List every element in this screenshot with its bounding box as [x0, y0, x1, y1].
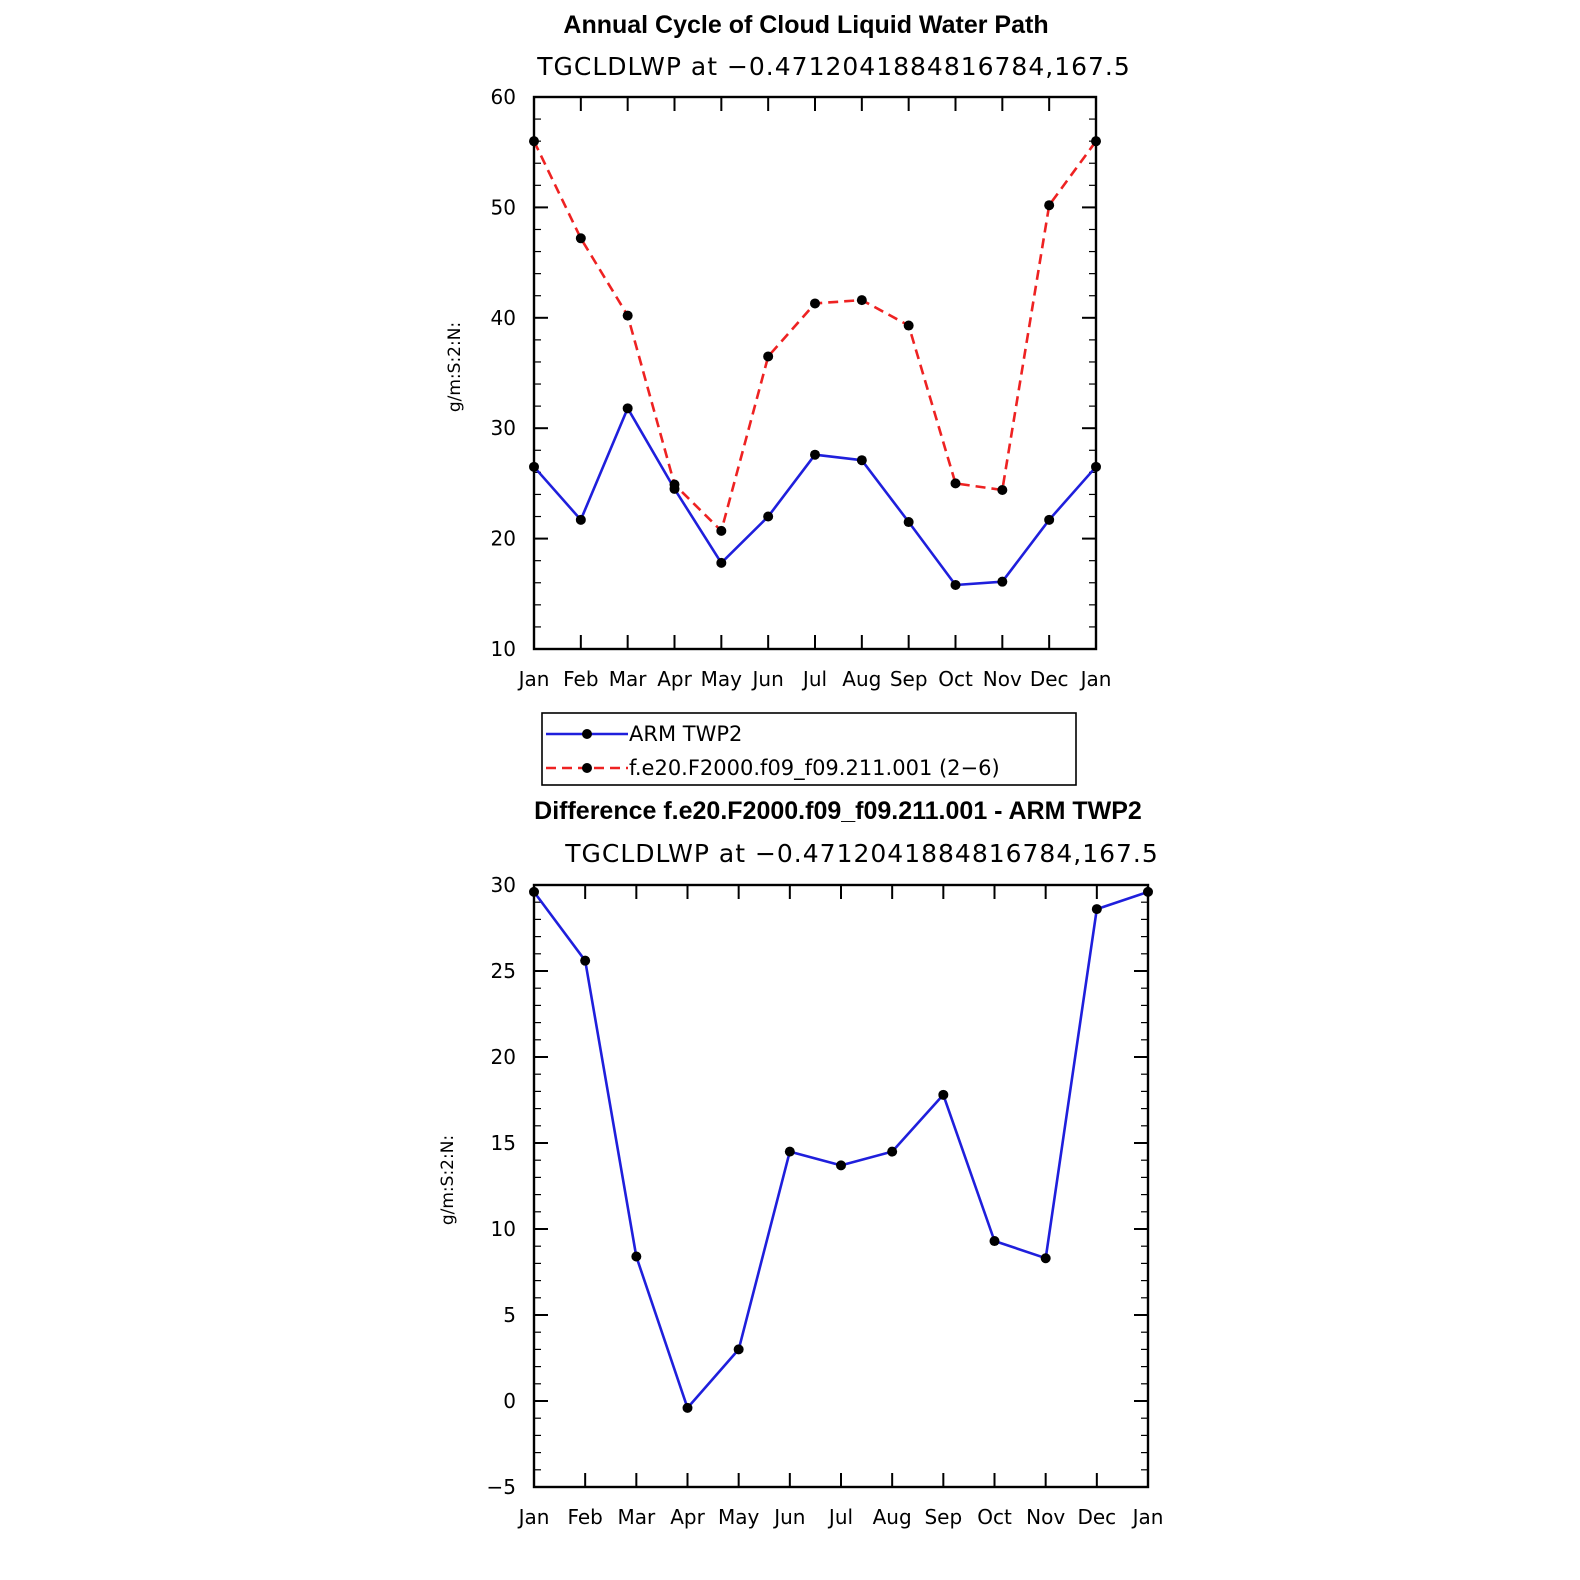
x-tick-label: Feb [567, 1505, 602, 1529]
data-point [836, 1160, 846, 1171]
data-point [682, 1402, 693, 1413]
data-point [763, 351, 774, 362]
legend-label-arm: ARM TWP2 [629, 722, 742, 746]
data-point [733, 1344, 744, 1355]
data-point [1091, 904, 1102, 915]
legend-marker-arm [582, 729, 592, 739]
x-tick-label: Dec [1030, 667, 1069, 691]
data-point [716, 525, 727, 536]
data-point [1044, 514, 1055, 525]
y-tick-label: 30 [491, 873, 516, 897]
y-tick-label: 25 [491, 959, 516, 983]
data-point [622, 403, 633, 414]
chart-title: Difference f.e20.F2000.f09_f09.211.001 -… [534, 797, 1142, 825]
legend-label-model: f.e20.F2000.f09_f09.211.001 (2−6) [629, 756, 1000, 781]
data-point [1044, 200, 1055, 211]
data-point [950, 478, 961, 489]
y-tick-label: −5 [487, 1475, 516, 1499]
data-point [997, 576, 1008, 587]
x-tick-label: Jan [1079, 667, 1112, 691]
data-point [997, 485, 1008, 496]
x-tick-label: Aug [842, 667, 881, 691]
x-tick-label: Nov [1026, 1505, 1065, 1529]
y-tick-label: 20 [491, 527, 516, 551]
data-point [938, 1089, 949, 1100]
plot-frame [532, 883, 1150, 1489]
y-tick-label: 0 [503, 1389, 516, 1413]
plot-frame [532, 95, 1098, 651]
x-tick-label: Mar [609, 667, 648, 691]
series-line [532, 890, 1149, 1410]
annual-cycle-chart: Annual Cycle of Cloud Liquid Water Path … [445, 11, 1131, 786]
x-tick-label: Apr [670, 1505, 705, 1529]
y-tick-label: 15 [491, 1131, 516, 1155]
data-point [810, 449, 820, 460]
x-tick-label: Aug [873, 1505, 912, 1529]
data-point [810, 298, 820, 309]
data-point [856, 455, 867, 466]
series-line [532, 140, 1098, 533]
x-tick-label: Feb [563, 667, 598, 691]
data-point [887, 1146, 898, 1157]
x-tick-label: Jul [827, 1505, 853, 1529]
data-point [856, 295, 867, 306]
data-point [669, 479, 680, 490]
y-tick-label: 10 [491, 637, 516, 661]
data-point [575, 514, 586, 525]
data-point [716, 557, 727, 568]
y-tick-label: 10 [491, 1217, 516, 1241]
data-point [580, 955, 591, 966]
chart-subtitle: TGCLDLWP at −0.4712041884816784,167.5 [564, 839, 1159, 868]
x-tick-label: Sep [924, 1505, 962, 1529]
x-tick-label: Mar [617, 1505, 656, 1529]
y-tick-label: 60 [491, 85, 516, 109]
difference-chart: Difference f.e20.F2000.f09_f09.211.001 -… [438, 797, 1163, 1529]
y-tick-label: 20 [491, 1045, 516, 1069]
data-point [784, 1146, 795, 1157]
y-axis-label: g/m:S:2:N: [445, 322, 465, 412]
x-tick-label: May [701, 667, 743, 691]
x-tick-label: May [718, 1505, 760, 1529]
chart-title: Annual Cycle of Cloud Liquid Water Path [563, 11, 1048, 39]
data-point [903, 320, 914, 331]
x-tick-label: Apr [657, 667, 692, 691]
data-point [622, 310, 633, 321]
legend-marker-model [582, 763, 592, 773]
legend-box [541, 712, 1077, 786]
chart-subtitle: TGCLDLWP at −0.4712041884816784,167.5 [536, 52, 1131, 81]
x-tick-label: Dec [1077, 1505, 1116, 1529]
data-point [989, 1236, 1000, 1247]
y-tick-label: 5 [503, 1303, 516, 1327]
y-tick-label: 40 [491, 306, 516, 330]
x-tick-label: Sep [890, 667, 928, 691]
y-tick-label: 30 [491, 416, 516, 440]
y-tick-label: 50 [491, 195, 516, 219]
x-tick-label: Jan [517, 667, 550, 691]
x-tick-label: Oct [938, 667, 973, 691]
x-tick-label: Jun [772, 1505, 805, 1529]
x-tick-label: Jun [751, 667, 784, 691]
data-point [763, 511, 774, 522]
x-tick-label: Jul [801, 667, 827, 691]
data-point [903, 517, 914, 528]
data-point [575, 233, 586, 244]
data-point [950, 579, 961, 590]
data-point [631, 1251, 642, 1262]
x-tick-label: Nov [983, 667, 1022, 691]
legend: ARM TWP2 f.e20.F2000.f09_f09.211.001 (2−… [541, 712, 1077, 786]
y-axis-label: g/m:S:2:N: [438, 1135, 458, 1225]
data-point [1040, 1253, 1051, 1264]
x-tick-label: Jan [1131, 1505, 1164, 1529]
x-tick-label: Oct [977, 1505, 1012, 1529]
x-tick-label: Jan [517, 1505, 550, 1529]
